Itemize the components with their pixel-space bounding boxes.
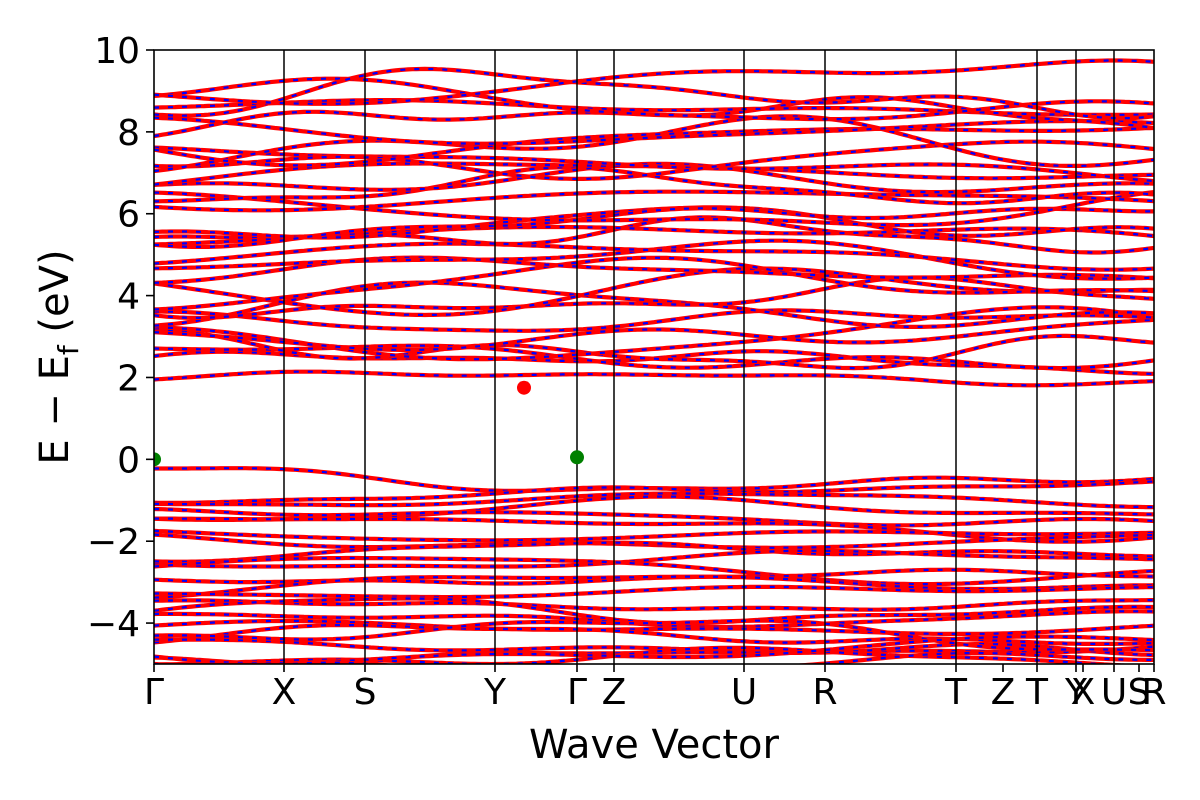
band-extremum-marker (570, 450, 584, 465)
x-tick-label: Y (483, 672, 507, 713)
x-tick-label: Γ (567, 672, 587, 713)
band-line-spin-up (154, 115, 1154, 146)
band-line-spin-down (154, 67, 1154, 120)
band-line-spin-down (154, 96, 1154, 138)
band-line-spin-up (154, 506, 1154, 528)
band-line-spin-up (154, 308, 1154, 333)
band-line-spin-up (154, 241, 1154, 272)
y-tick-label: 2 (117, 358, 140, 399)
band-line-spin-up (154, 555, 1154, 587)
y-tick-label: 10 (94, 31, 140, 72)
y-tick-label: 6 (117, 195, 140, 236)
band-line-spin-up (154, 369, 1154, 388)
band-line-spin-up (154, 161, 1154, 195)
band-line-spin-up (154, 623, 1154, 646)
x-tick-label: S (1128, 672, 1151, 713)
x-tick-label: Γ (144, 672, 164, 713)
band-line-spin-up (269, 660, 396, 664)
x-tick-label: Y (1064, 672, 1088, 713)
x-tick-label: U (1101, 672, 1127, 713)
band-line-spin-up (154, 584, 1154, 600)
y-tick-label: 0 (117, 440, 140, 481)
x-tick-label: S (354, 672, 377, 713)
x-tick-label: R (1141, 672, 1166, 713)
band-line-spin-up (154, 540, 1154, 564)
band-line-spin-up (154, 58, 1154, 106)
y-tick-label: −4 (87, 604, 140, 645)
y-axis-ticks: −4 −2 0 2 4 6 8 10 (87, 31, 154, 645)
band-line-spin-up (154, 139, 1154, 181)
x-tick-label: Z (991, 672, 1016, 713)
high-symmetry-lines (283, 50, 1115, 664)
band-line-spin-down (154, 327, 1154, 370)
x-tick-label: X (272, 672, 297, 713)
band-line-spin-up (154, 76, 1154, 122)
x-tick-label: X (1071, 672, 1096, 713)
x-axis-ticks: Γ X S Y Γ Z U R T Z T YX U SR (144, 664, 1167, 713)
x-tick-label: R (812, 672, 837, 713)
band-line-spin-up (154, 343, 1154, 371)
band-line-spin-up (154, 491, 1154, 510)
band-line-spin-up (154, 190, 1154, 228)
band-line-spin-up (154, 125, 1154, 168)
y-tick-label: −2 (87, 522, 140, 563)
x-tick-label: T (944, 672, 968, 713)
band-line-spin-up (154, 645, 1134, 664)
band-line-spin-up (154, 618, 1154, 636)
band-line-spin-down (154, 267, 1154, 317)
x-tick-label: U (731, 672, 757, 713)
band-line-spin-up (154, 189, 1154, 213)
band-line-spin-up (154, 479, 1154, 505)
band-line-spin-up (154, 528, 1154, 543)
energy-bands (154, 58, 1154, 664)
band-line-spin-up (154, 516, 1154, 544)
band-extremum-marker (154, 452, 161, 467)
plot-frame (153, 49, 1155, 665)
band-line-spin-up (154, 98, 1154, 117)
y-tick-label: 8 (117, 113, 140, 154)
x-tick-label: Z (602, 672, 627, 713)
band-line-spin-up (154, 618, 1154, 653)
extrema-markers (154, 380, 584, 467)
band-extremum-marker (517, 380, 531, 395)
x-axis-label: Wave Vector (529, 722, 780, 768)
band-line-spin-up (154, 317, 1154, 352)
x-tick-label: T (1025, 672, 1049, 713)
band-line-spin-down (154, 115, 1154, 173)
y-axis-label: E − Ef (eV) (32, 249, 85, 464)
band-line-spin-up (154, 255, 1154, 312)
band-line-spin-up (154, 598, 1154, 612)
band-line-spin-up (154, 548, 1154, 569)
band-line-spin-up (154, 650, 1154, 664)
band-line-spin-up (154, 206, 1154, 249)
y-tick-label: 4 (117, 277, 140, 318)
